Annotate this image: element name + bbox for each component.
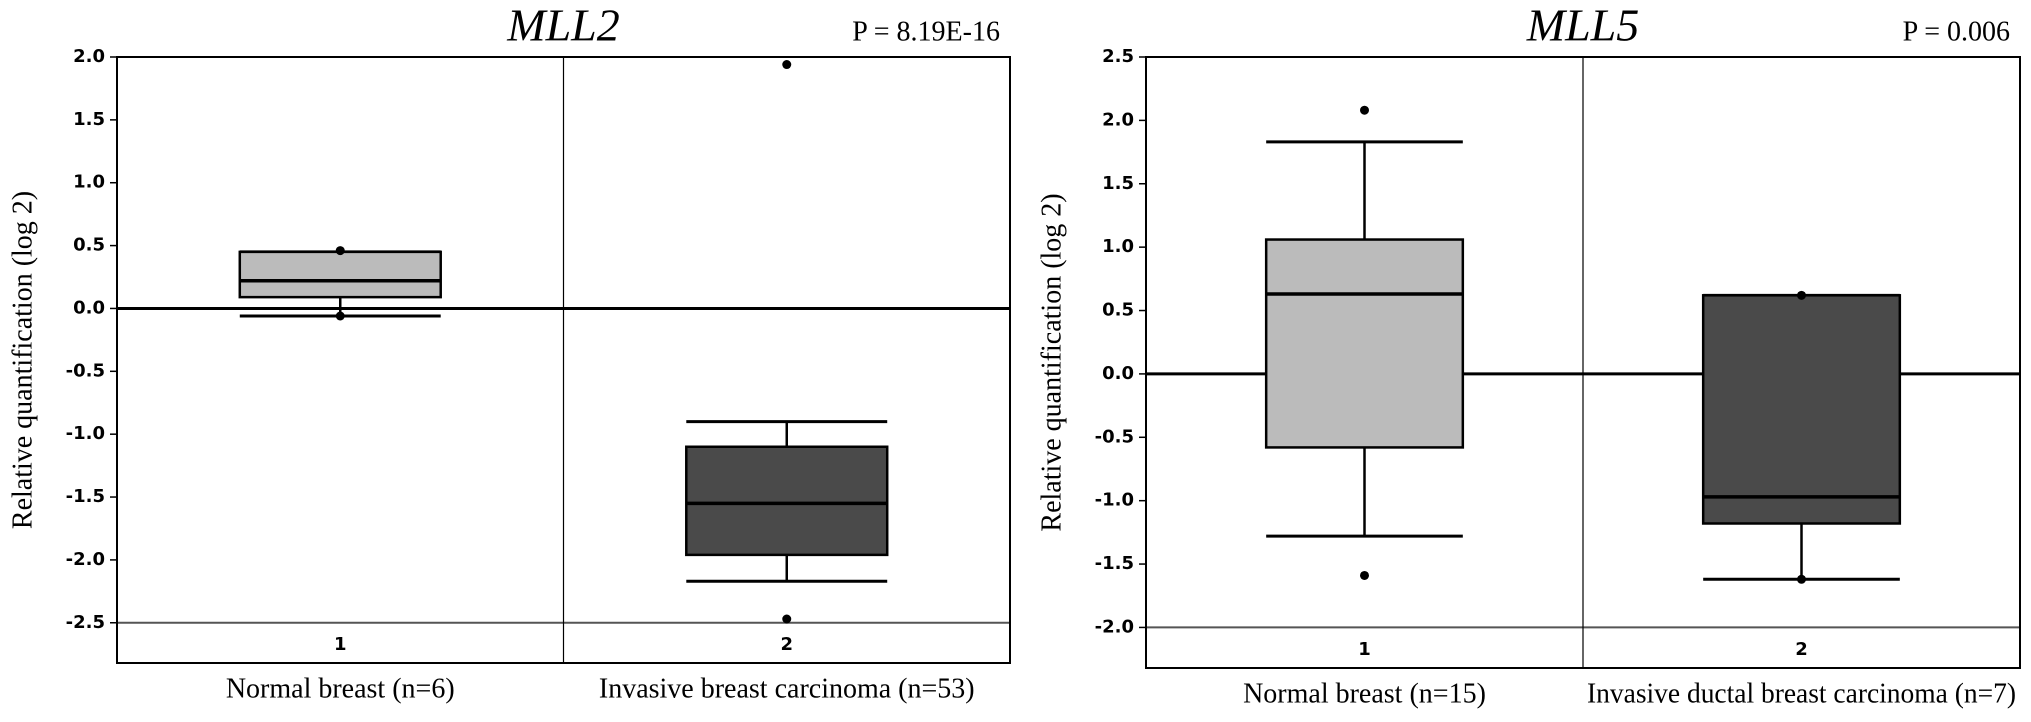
outlier xyxy=(1797,574,1806,584)
y-tick-label: -2.0 xyxy=(66,549,105,570)
y-tick-label: 2.0 xyxy=(1102,109,1134,130)
group-label: Normal breast (n=15) xyxy=(1243,678,1486,709)
y-tick-label: 2.0 xyxy=(73,46,105,67)
group-label: Normal breast (n=6) xyxy=(226,673,455,704)
x-tick-label: 2 xyxy=(1795,639,1808,660)
y-tick-label: 0.0 xyxy=(73,297,105,318)
y-tick-label: 0.5 xyxy=(1102,300,1134,321)
y-tick-label: 2.5 xyxy=(1102,46,1134,67)
outlier xyxy=(782,614,792,624)
chart: MLL5 P = 0.006 Relative quantification (lo… xyxy=(1036,0,2021,709)
x-tick-label: 2 xyxy=(780,634,793,655)
y-tick-label: 1.0 xyxy=(73,172,105,193)
y-tick-label: 1.5 xyxy=(73,109,105,130)
box xyxy=(685,445,889,557)
y-tick-label: -0.5 xyxy=(66,360,105,381)
y-axis-label: Relative quantification (log 2) xyxy=(7,191,38,529)
group-label: Invasive breast carcinoma (n=53) xyxy=(599,673,975,704)
chart-title: MLL5 xyxy=(1526,0,1639,51)
y-tick-label: 1.0 xyxy=(1102,236,1134,257)
chart: MLL2 P = 8.19E-16 Relative quantification … xyxy=(7,0,1011,704)
y-tick-label: -2.5 xyxy=(66,612,105,633)
y-tick-label: -1.5 xyxy=(1095,553,1134,574)
plot-frame xyxy=(116,56,1011,664)
box xyxy=(1701,294,1902,525)
outlier xyxy=(335,246,345,256)
y-tick-label: -2.0 xyxy=(1095,616,1134,637)
x-tick-label: 1 xyxy=(334,634,347,655)
box xyxy=(238,250,442,299)
box xyxy=(1264,238,1465,449)
outlier xyxy=(1360,105,1369,115)
y-tick-label: 0.5 xyxy=(73,235,105,256)
outlier xyxy=(1797,290,1806,300)
chart-title: MLL2 xyxy=(506,0,619,51)
y-tick-label: -1.0 xyxy=(66,423,105,444)
outlier xyxy=(335,311,345,321)
outlier xyxy=(1360,570,1369,580)
outlier xyxy=(782,60,792,70)
plot-frame xyxy=(1145,56,2021,669)
x-tick-label: 1 xyxy=(1358,639,1371,660)
group-label: Invasive ductal breast carcinoma (n=7) xyxy=(1587,678,2016,709)
p-value: P = 0.006 xyxy=(1903,16,2010,47)
p-value: P = 8.19E-16 xyxy=(852,16,1000,47)
y-tick-label: 0.0 xyxy=(1102,363,1134,384)
y-tick-label: -1.5 xyxy=(66,486,105,507)
y-axis-label: Relative quantification (log 2) xyxy=(1036,193,1067,531)
y-tick-label: 1.5 xyxy=(1102,173,1134,194)
y-tick-label: -0.5 xyxy=(1095,426,1134,447)
y-tick-label: -1.0 xyxy=(1095,490,1134,511)
